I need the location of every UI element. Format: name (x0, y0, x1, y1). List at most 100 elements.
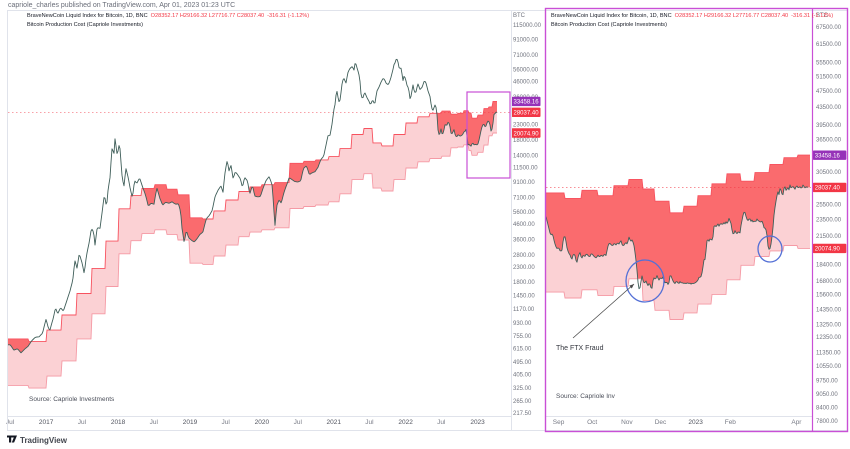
y-tick-label: 2300.00 (513, 265, 535, 271)
production-cost-band-dark-right (546, 155, 810, 289)
y-tick-label: 1450.00 (513, 294, 535, 300)
y-tick-label: 46000.00 (513, 80, 539, 86)
y-tick-label: 18000.00 (513, 138, 539, 144)
y-tick-label: 755.00 (513, 334, 532, 340)
series-change: -316.31 (-1.12%) (267, 13, 310, 19)
x-tick-label: 2019 (183, 419, 198, 426)
x-tick-label: Jul (150, 419, 159, 426)
tradingview-mark-icon (7, 431, 17, 449)
legend-right[interactable]: BraveNewCoin Liquid Index for Bitcoin, 1… (551, 12, 833, 29)
y-tick-label: 55500.00 (816, 61, 842, 67)
x-tick-label: 2020 (255, 419, 270, 426)
y-tick-label: 1170.00 (513, 307, 535, 313)
y-tick-label: 14000.00 (513, 153, 539, 159)
ftx-annotation-text: The FTX Fraud (556, 345, 604, 352)
x-tick-label: Dec (655, 419, 667, 426)
btc-price-series-right (546, 184, 809, 290)
x-tick-label: 2023 (470, 419, 485, 426)
y-tick-label: 7100.00 (513, 195, 535, 201)
indicator-name: Bitcoin Production Cost (Capriole Invest… (27, 21, 143, 28)
x-tick-label: Jul (294, 419, 303, 426)
y-tick-label: 217.50 (513, 411, 532, 417)
series-name: BraveNewCoin Liquid Index for Bitcoin, 1… (551, 13, 672, 19)
price-scale-unit-right: BTC (816, 13, 829, 19)
annotation-arrowhead (629, 284, 634, 289)
production-cost-band-light-left (8, 112, 497, 389)
price-axis-label-text: 20074.90 (815, 247, 841, 253)
x-tick-label: Jul (78, 419, 87, 426)
y-tick-label: 9750.00 (816, 378, 838, 384)
x-tick-label: Jul (437, 419, 446, 426)
y-tick-label: 115000.00 (513, 23, 542, 29)
y-tick-label: 18400.00 (816, 262, 842, 268)
y-tick-label: 71000.00 (513, 53, 539, 59)
highlight-circle[interactable] (757, 235, 783, 263)
y-tick-label: 10550.00 (816, 364, 842, 370)
x-tick-label: Feb (725, 419, 737, 426)
y-tick-label: 21500.00 (816, 234, 842, 240)
x-tick-label: Jul (6, 419, 15, 426)
y-tick-label: 36500.00 (816, 137, 842, 143)
price-axis-label-text: 33458.16 (815, 153, 841, 159)
source-caption-left: Source: Capriole Investments (29, 396, 115, 403)
x-tick-label: 2023 (688, 419, 703, 426)
plot-area-left[interactable] (8, 58, 510, 389)
y-tick-label: 11500.00 (513, 165, 538, 171)
y-tick-label: 56000.00 (513, 68, 539, 74)
legend-left[interactable]: BraveNewCoin Liquid Index for Bitcoin, 1… (27, 12, 309, 29)
x-tick-label: 2017 (39, 419, 54, 426)
indicator-name: Bitcoin Production Cost (Capriole Invest… (551, 21, 667, 28)
tradingview-logo[interactable]: TradingView (7, 431, 67, 449)
y-tick-label: 325.00 (513, 386, 532, 392)
plot-area-right[interactable] (546, 154, 811, 320)
y-tick-label: 930.00 (513, 321, 532, 327)
price-axis-label-text: 20074.90 (514, 131, 540, 137)
x-tick-label: 2022 (398, 419, 413, 426)
x-tick-label: Sep (553, 419, 565, 426)
price-axis-label-text: 33458.16 (514, 100, 540, 106)
y-tick-label: 9050.00 (816, 392, 838, 398)
price-axis-label-text: 28037.40 (815, 186, 841, 192)
y-tick-label: 61500.00 (816, 42, 842, 48)
price-axis-label (511, 107, 541, 118)
electrical-cost-line-right (546, 245, 810, 320)
price-axis-label-text: 28037.40 (514, 111, 540, 117)
y-tick-label: 23000.00 (513, 123, 539, 129)
x-tick-label: Nov (621, 419, 633, 426)
y-tick-label: 15600.00 (816, 292, 842, 298)
btc-price-series-left (8, 58, 498, 354)
x-tick-label: Jul (221, 419, 230, 426)
production-cost-line-right (546, 154, 810, 214)
series-ohlc-values: O28352.17 H29166.32 L27716.77 C28037.40 (150, 13, 265, 19)
y-tick-label: 30500.00 (816, 170, 842, 176)
y-tick-label: 16800.00 (816, 279, 842, 285)
price-scale-unit-left: BTC (513, 13, 526, 19)
y-tick-label: 91000.00 (513, 37, 539, 43)
y-tick-label: 39500.00 (816, 123, 842, 129)
x-tick-label: 2021 (327, 419, 342, 426)
price-axis-label (511, 96, 541, 107)
series-name: BraveNewCoin Liquid Index for Bitcoin, 1… (27, 13, 148, 19)
y-tick-label: 4600.00 (513, 222, 535, 228)
price-axis-label (511, 128, 541, 138)
y-tick-label: 43500.00 (816, 105, 842, 111)
tradingview-wordmark: TradingView (20, 435, 67, 445)
y-tick-label: 47500.00 (816, 89, 842, 95)
zoom-region-box[interactable] (466, 91, 511, 179)
y-tick-label: 9100.00 (513, 180, 535, 186)
y-tick-label: 8400.00 (816, 405, 838, 411)
y-tick-label: 14350.00 (816, 308, 842, 314)
x-tick-label: Oct (587, 419, 597, 426)
y-tick-label: 51500.00 (816, 74, 842, 80)
price-axis-label (812, 182, 847, 193)
y-tick-label: 7800.00 (816, 419, 838, 425)
y-tick-label: 11350.00 (816, 351, 841, 357)
legend-row-main: BraveNewCoin Liquid Index for Bitcoin, 1… (27, 12, 309, 21)
y-tick-label: 25500.00 (816, 203, 842, 209)
production-cost-band-light-right (546, 185, 810, 320)
price-axis-label (812, 243, 847, 254)
x-tick-label: Apr (791, 419, 802, 426)
highlight-circle[interactable] (625, 259, 665, 303)
